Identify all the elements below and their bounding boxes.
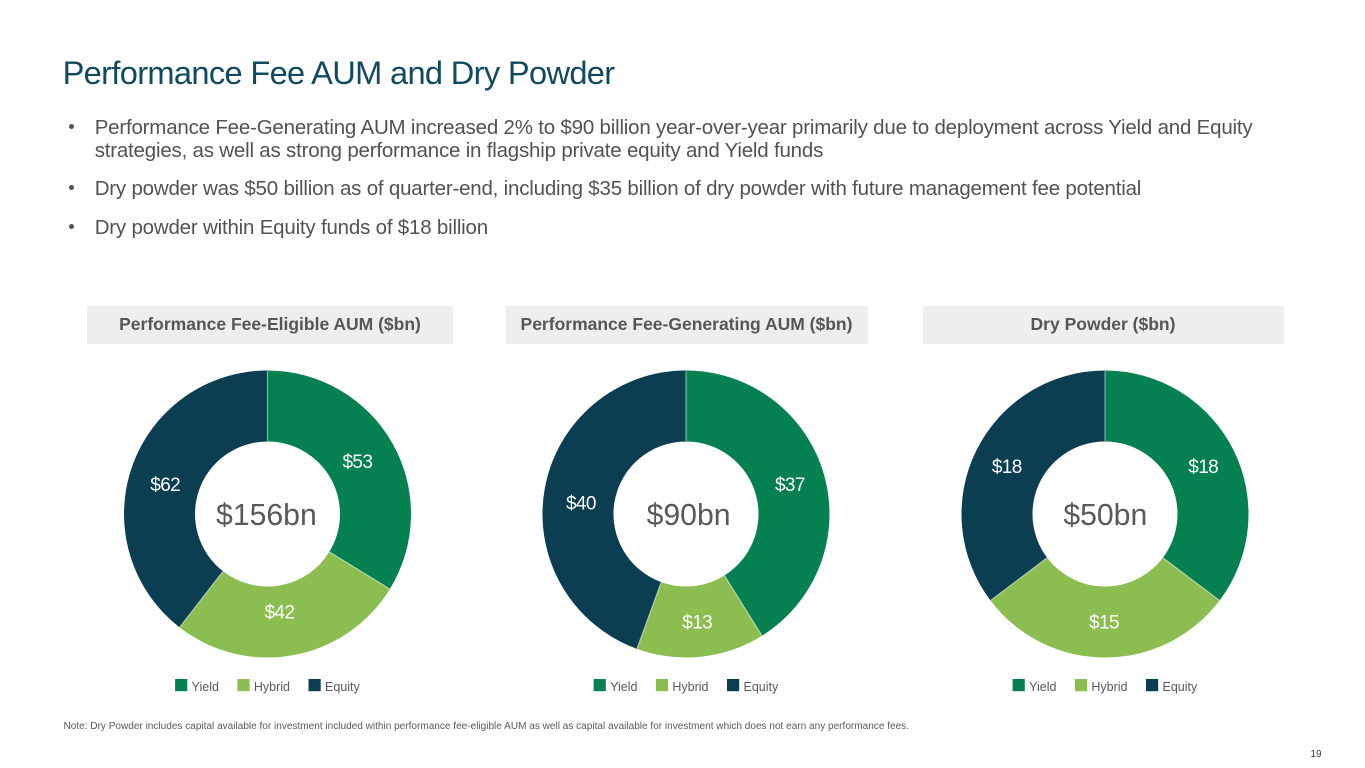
svg-text:Hybrid: Hybrid <box>254 680 290 694</box>
svg-text:$53: $53 <box>342 452 372 473</box>
svg-text:$18: $18 <box>992 457 1022 478</box>
svg-text:$18: $18 <box>1188 457 1218 478</box>
svg-text:$90bn: $90bn <box>647 499 731 532</box>
svg-text:Yield: Yield <box>610 680 637 694</box>
svg-text:$62: $62 <box>150 475 180 496</box>
svg-text:Yield: Yield <box>192 680 219 694</box>
svg-text:$156bn: $156bn <box>216 499 317 532</box>
svg-text:$40: $40 <box>566 494 596 515</box>
svg-text:Hybrid: Hybrid <box>1091 680 1127 694</box>
svg-text:$37: $37 <box>775 475 805 496</box>
svg-text:Equity: Equity <box>325 680 360 694</box>
svg-text:Yield: Yield <box>1029 680 1056 694</box>
svg-text:$15: $15 <box>1089 613 1119 634</box>
svg-text:Hybrid: Hybrid <box>672 680 708 694</box>
svg-text:$50bn: $50bn <box>1063 499 1147 532</box>
svg-text:Equity: Equity <box>744 680 779 694</box>
svg-text:$42: $42 <box>264 603 294 624</box>
svg-text:$13: $13 <box>682 613 712 634</box>
svg-text:Equity: Equity <box>1163 680 1198 694</box>
